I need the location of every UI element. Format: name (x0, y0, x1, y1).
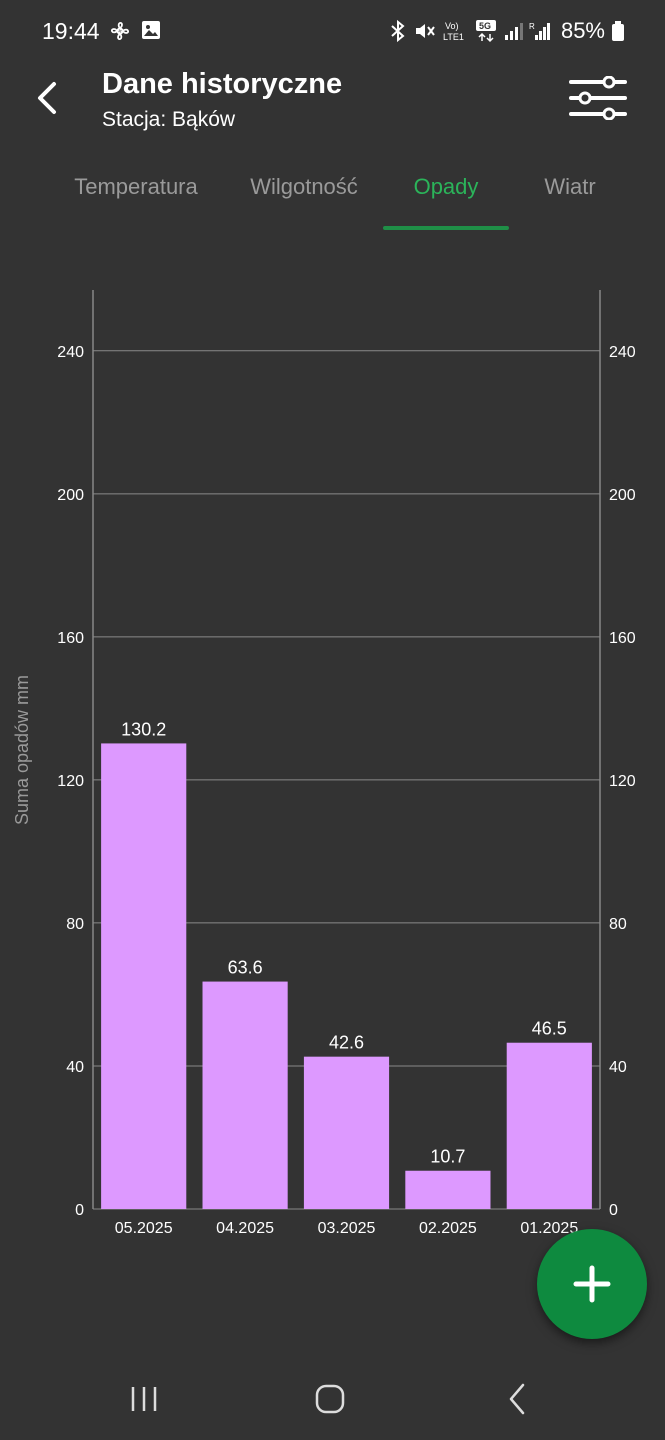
y-tick-label-right: 40 (609, 1059, 627, 1076)
tab-bar: Temperatura Wilgotność Opady Wiatr (0, 158, 665, 232)
recent-apps-icon[interactable] (128, 1384, 160, 1414)
bar-value-label: 10.7 (430, 1147, 465, 1167)
back-icon[interactable] (505, 1382, 529, 1416)
add-button[interactable] (537, 1229, 647, 1339)
chevron-left-icon (38, 82, 56, 114)
x-tick-label: 04.2025 (216, 1220, 274, 1237)
bar-value-label: 46.5 (532, 1019, 567, 1039)
system-nav-bar (0, 1360, 665, 1440)
precipitation-chart: 0 0 40 40 80 80 120 120 160 160 200 200 240 240 Suma o… (0, 280, 665, 1260)
filter-button[interactable] (569, 75, 627, 121)
mute-icon (415, 24, 435, 38)
bar (506, 1042, 592, 1209)
x-tick-label: 03.2025 (318, 1220, 376, 1237)
home-icon[interactable] (314, 1384, 346, 1414)
x-tick-label: 05.2025 (115, 1220, 173, 1237)
x-tick-label: 01.2025 (520, 1220, 578, 1237)
tab-wiatr[interactable]: Wiatr (544, 174, 596, 199)
y-tick-label-left: 200 (57, 487, 84, 504)
y-axis-label: Suma opadów mm (12, 675, 32, 825)
5g-icon: 5G (475, 20, 496, 43)
x-tick-label: 02.2025 (419, 1220, 477, 1237)
sliders-icon (569, 75, 627, 121)
volte-icon: Vo) LTE1 (443, 21, 464, 42)
bluetooth-icon (391, 19, 405, 43)
bar (202, 981, 288, 1209)
y-tick-label-left: 40 (66, 1059, 84, 1076)
page-title: Dane historyczne (102, 68, 343, 100)
bar-chart: 0 0 40 40 80 80 120 120 160 160 200 200 240 240 Suma o… (12, 290, 636, 1237)
bar (101, 743, 187, 1209)
svg-text:R: R (529, 22, 535, 31)
fan-icon (111, 22, 129, 40)
battery-percent: 85% (560, 18, 605, 43)
app-bar: Dane historyczne Stacja: Bąków (0, 64, 665, 144)
y-tick-label-right: 200 (609, 487, 636, 504)
battery-icon (612, 21, 624, 41)
signal-roaming-icon: R (529, 22, 550, 40)
y-tick-label-right: 240 (609, 344, 636, 361)
bar (303, 1056, 390, 1209)
station-subtitle: Stacja: Bąków (102, 108, 236, 131)
svg-text:LTE1: LTE1 (443, 32, 464, 42)
tab-wilgotnosc[interactable]: Wilgotność (250, 174, 358, 199)
bar (405, 1170, 491, 1209)
y-tick-label-right: 120 (609, 773, 636, 790)
y-tick-label-left: 0 (75, 1202, 84, 1219)
svg-text:5G: 5G (479, 21, 491, 31)
tab-temperatura[interactable]: Temperatura (74, 174, 198, 199)
plus-icon (573, 1265, 611, 1303)
y-tick-label-left: 240 (57, 344, 84, 361)
y-tick-label-left: 160 (57, 630, 84, 647)
tab-opady[interactable]: Opady (413, 174, 479, 199)
y-tick-label-right: 0 (609, 1202, 618, 1219)
active-tab-indicator (383, 226, 509, 230)
back-button[interactable] (28, 78, 68, 118)
y-tick-label-left: 80 (66, 916, 84, 933)
status-bar: 19:44 Vo) LTE1 5G (0, 0, 665, 64)
signal-icon (504, 23, 523, 40)
y-tick-label-right: 160 (609, 630, 636, 647)
svg-text:Vo): Vo) (445, 21, 459, 31)
y-tick-label-right: 80 (609, 916, 627, 933)
bar-value-label: 130.2 (121, 719, 166, 739)
image-icon (142, 21, 160, 39)
y-tick-label-left: 120 (57, 773, 84, 790)
status-time: 19:44 (42, 18, 100, 44)
bar-value-label: 42.6 (329, 1033, 364, 1053)
bar-value-label: 63.6 (228, 958, 263, 978)
